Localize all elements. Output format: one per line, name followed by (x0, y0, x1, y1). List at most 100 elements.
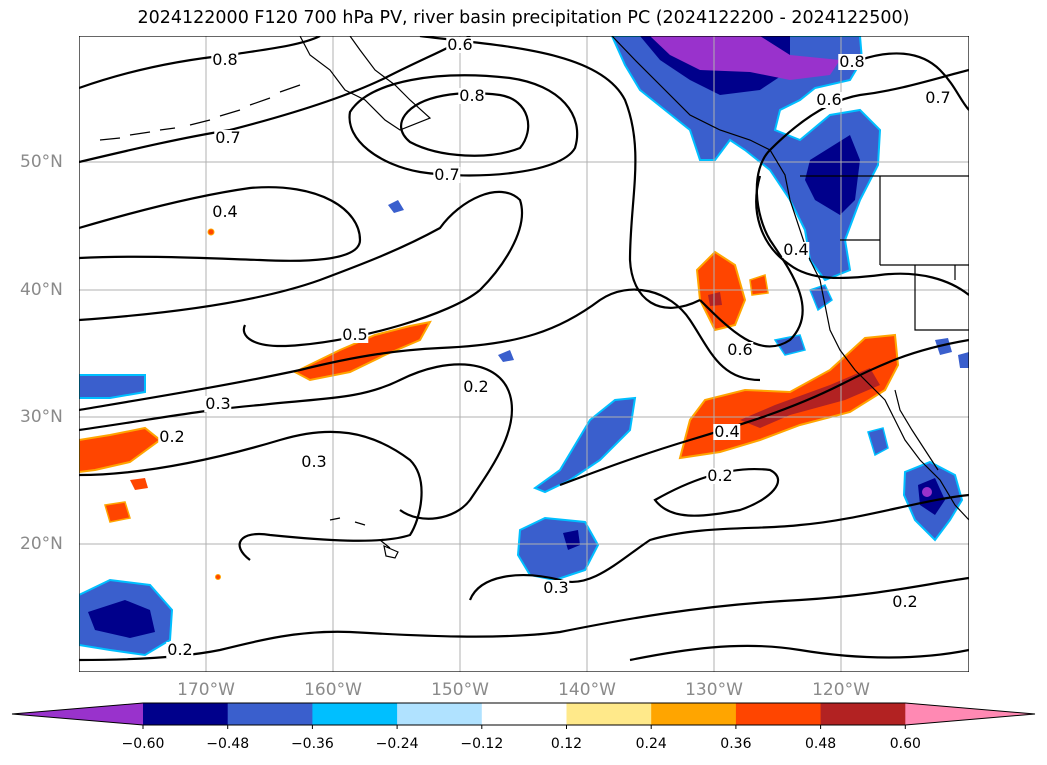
contour-label: 0.2 (158, 427, 186, 446)
colorbar-tick-label: −0.12 (460, 736, 504, 752)
contour-label: 0.6 (726, 340, 754, 359)
colorbar-cell (651, 703, 737, 725)
aleutian-islands (99, 84, 301, 141)
contour-label: 0.7 (924, 88, 952, 107)
map-title: 2024122000 F120 700 hPa PV, river basin … (137, 8, 910, 28)
colorbar-cell (481, 703, 567, 725)
colorbar-tick-label: 0.36 (720, 736, 752, 752)
colorbar-tick-label: 0.24 (635, 736, 667, 752)
anomaly-west (79, 426, 162, 474)
lon-label: 140°W (558, 680, 616, 700)
colorbar-tick-label: 0.60 (889, 736, 921, 752)
lat-label: 30°N (20, 407, 63, 427)
state-borders (840, 176, 969, 331)
colorbar-tick-label: −0.24 (375, 736, 419, 752)
contour-label: 0.2 (462, 377, 490, 396)
anomaly-bc-core (805, 135, 860, 215)
pv-contour-0.4-west (79, 186, 362, 262)
pv-contour-0.4-east (559, 338, 969, 487)
pv-contour-0.5-west (79, 190, 523, 348)
baja-coast (894, 389, 939, 471)
pv-contour-0.3-south (468, 493, 969, 601)
colorbar-cell (397, 703, 483, 725)
colorbar-cell (735, 703, 822, 725)
negative-precip-anomalies (79, 36, 969, 657)
colorbar-cells (11, 702, 1036, 729)
lat-label: 50°N (20, 152, 63, 172)
contour-label: 0.2 (166, 640, 194, 659)
contour-label: 0.6 (446, 35, 474, 54)
anomaly-small-5 (498, 350, 514, 362)
anomaly-sw-core (88, 600, 155, 638)
pv-contour-0.6-center (419, 36, 701, 309)
colorbar-cell (566, 703, 652, 725)
lat-label: 20°N (20, 534, 63, 554)
colorbar-tick-label: 0.12 (550, 736, 583, 752)
colorbar-tick-label: −0.36 (290, 736, 334, 752)
anomaly-small-4 (388, 200, 404, 213)
anomaly-subtropic-east (532, 396, 637, 494)
colorbar-tick-label: −0.48 (206, 736, 250, 752)
colorbar-tick-label: −0.60 (121, 736, 165, 752)
hawaii (329, 517, 399, 559)
contour-label: 0.5 (341, 325, 369, 344)
colorbar-extend-max (905, 703, 1035, 725)
pv-contour-0.7-coast (859, 52, 969, 111)
coastlines (99, 36, 969, 559)
colorbar-extend-min (12, 703, 143, 725)
pv-contour-0.8-center (400, 92, 530, 157)
colorbar-tick-label: 0.48 (805, 736, 837, 752)
contour-label: 0.7 (433, 165, 461, 184)
gridlines (79, 36, 969, 672)
anomaly-small-dot (207, 228, 215, 236)
anomaly-west-edge (79, 374, 146, 399)
anomaly-nw-coast (610, 36, 882, 282)
contour-label: 0.8 (211, 50, 239, 69)
contour-label: 0.2 (706, 466, 734, 485)
lat-label: 40°N (20, 280, 63, 300)
anomaly-small-west (104, 501, 131, 523)
anomaly-small-3 (867, 427, 889, 457)
pv-contour-0.3-central (79, 288, 761, 412)
contour-label: 0.3 (542, 578, 570, 597)
lon-label: 160°W (304, 680, 362, 700)
lon-label: 130°W (685, 680, 743, 700)
contour-label: 0.4 (782, 240, 810, 259)
anomaly-small-6 (935, 338, 952, 355)
anomaly-offshore (695, 250, 747, 332)
anomaly-small-dot-2 (215, 574, 221, 580)
lon-label: 150°W (431, 680, 489, 700)
anomaly-nw-purple (650, 36, 840, 80)
contour-label: 0.6 (815, 90, 843, 109)
colorbar-cell (820, 703, 906, 725)
anomaly-baja-center (922, 487, 932, 497)
pv-contour-0.7-west (79, 36, 471, 164)
contour-label: 0.8 (458, 86, 486, 105)
contour-label: 0.3 (300, 452, 328, 471)
contour-label: 0.2 (891, 592, 919, 611)
pv-contour-0.7-center (348, 74, 579, 177)
lon-label: 120°W (812, 680, 870, 700)
contour-label: 0.4 (211, 202, 239, 221)
bc-coast (611, 36, 969, 521)
lon-label: 170°W (177, 680, 235, 700)
anomaly-central-core (563, 530, 580, 550)
pv-contour-0.3-southeast (629, 644, 969, 662)
anomaly-baja-core (918, 478, 945, 515)
anomaly-small-7 (958, 352, 969, 368)
contour-label: 0.7 (214, 128, 242, 147)
pv-contour-0.2-south (79, 576, 969, 662)
contour-label: 0.3 (204, 394, 232, 413)
pv-contour-inner-coast (755, 175, 969, 296)
anomaly-small-2 (809, 284, 833, 312)
pv-contour-0.3-lower (79, 430, 423, 561)
colorbar-cell (312, 703, 398, 725)
anomaly-small-west-2 (130, 478, 148, 490)
colorbar-cell (143, 703, 229, 725)
anomaly-offshore-core (708, 292, 722, 306)
pv-contour-0.2-east (653, 467, 780, 517)
contour-label: 0.8 (838, 52, 866, 71)
alaska-coast (299, 36, 432, 131)
contour-label: 0.4 (713, 422, 741, 441)
